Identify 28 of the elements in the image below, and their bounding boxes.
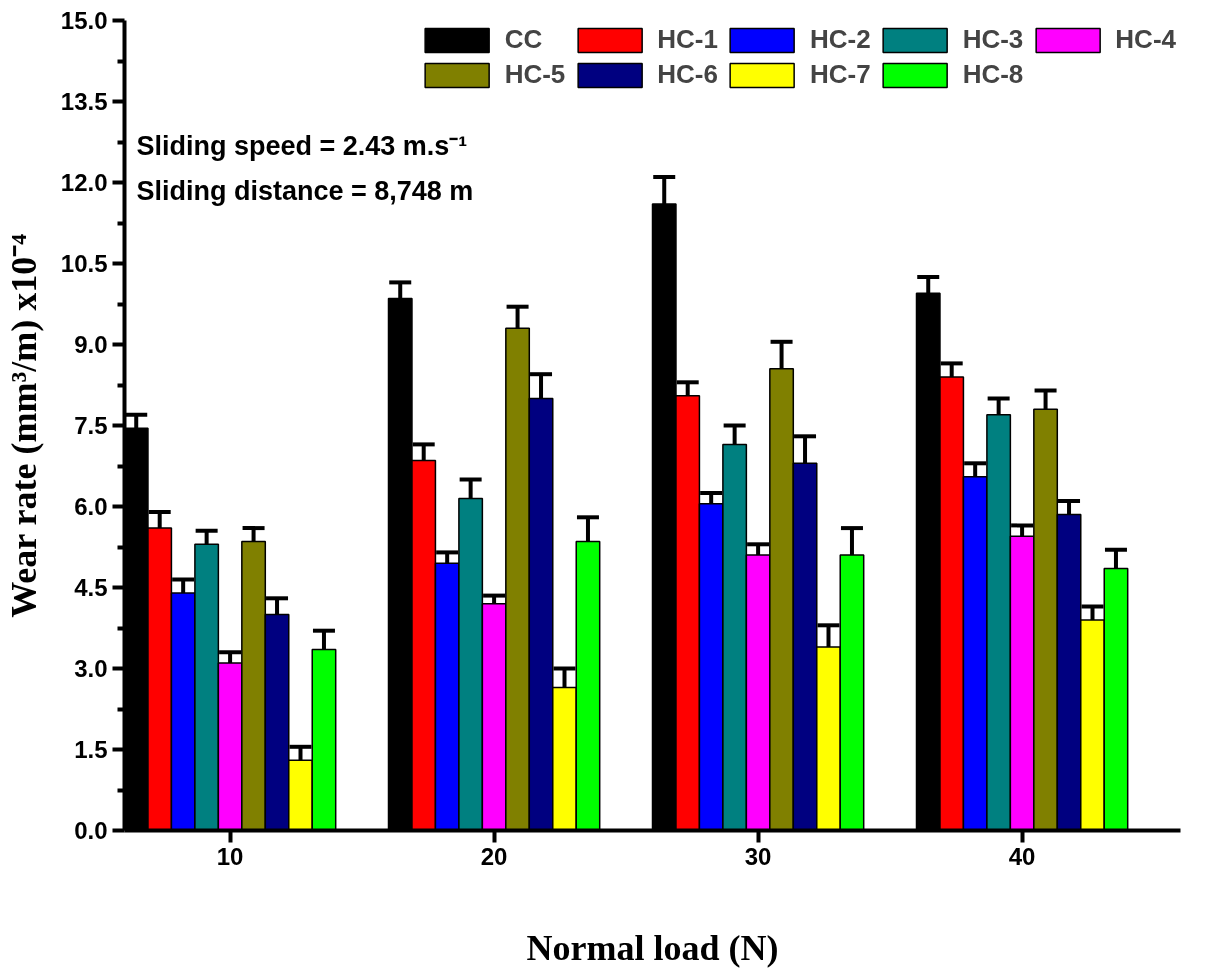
legend-label: CC: [504, 24, 543, 55]
y-tick-label: 6.0: [74, 493, 108, 520]
y-tick-label: 4.5: [74, 574, 108, 601]
legend-label: HC-7: [809, 59, 871, 90]
legend-label: HC-8: [962, 59, 1024, 90]
y-axis-title: Wear rate (mm³/m) x10⁻⁴: [3, 233, 44, 618]
y-tick-label: 12.0: [60, 169, 108, 196]
y-tick-label: 10.5: [60, 250, 108, 277]
legend-label: HC-5: [504, 59, 566, 90]
y-tick-label: 3.0: [74, 655, 108, 682]
legend-label: HC-1: [657, 24, 718, 55]
legend-label: HC-2: [809, 24, 871, 55]
y-tick-label: 9.0: [74, 331, 108, 358]
legend-label: HC-6: [657, 59, 718, 90]
y-tick-label: 1.5: [74, 736, 108, 763]
y-tick-label: 0.0: [74, 817, 108, 844]
y-tick-label: 7.5: [74, 412, 108, 439]
x-tick-label: 20: [480, 842, 508, 870]
x-tick-label: 10: [216, 842, 244, 870]
annotation: Sliding speed = 2.43 m.s⁻¹: [136, 130, 468, 161]
y-tick-label: 15.0: [60, 7, 108, 34]
x-tick-label: 30: [744, 842, 772, 870]
annotation: Sliding distance = 8,748 m: [136, 175, 474, 206]
x-tick-label: 40: [1008, 842, 1036, 870]
legend-label: HC-3: [962, 24, 1024, 55]
y-tick-label: 13.5: [60, 88, 108, 115]
x-axis-title: Normal load (N): [526, 927, 779, 968]
legend-label: HC-4: [1115, 24, 1176, 55]
